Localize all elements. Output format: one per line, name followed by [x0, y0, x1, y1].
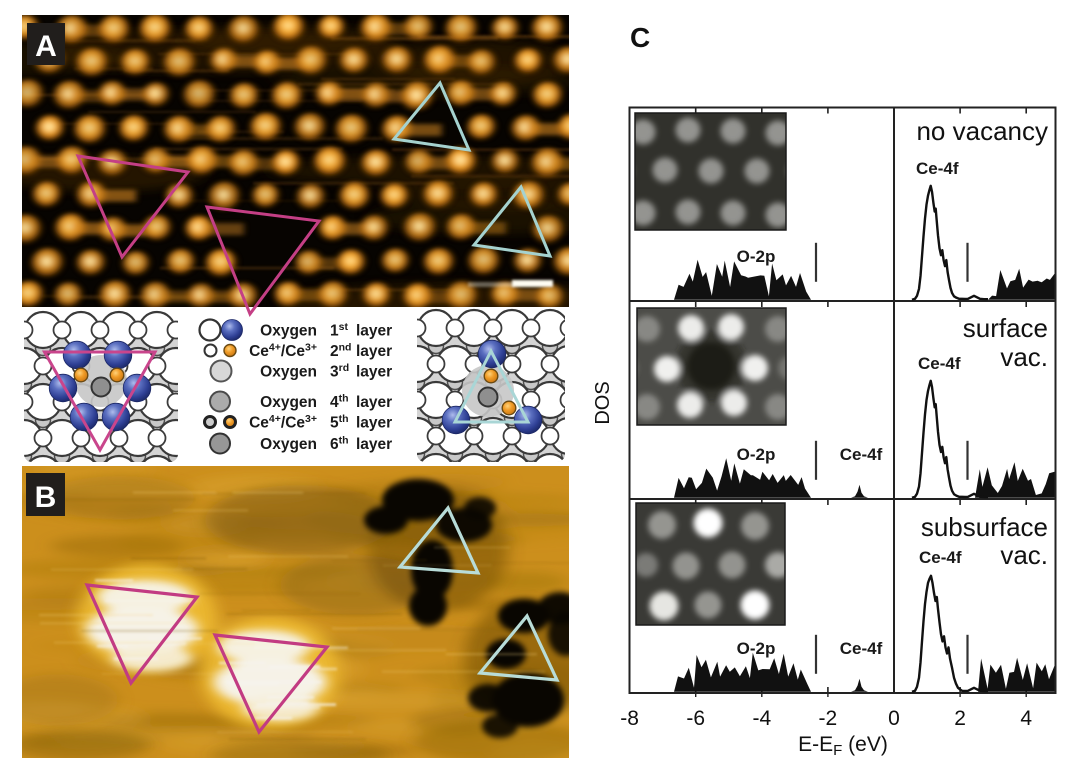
svg-text:vac.: vac. — [1000, 540, 1048, 570]
svg-text:B: B — [35, 481, 57, 514]
svg-text:-2: -2 — [819, 707, 838, 730]
svg-text:DOS: DOS — [592, 381, 614, 424]
svg-text:Oxygen: Oxygen — [260, 394, 317, 411]
svg-text:Ce4+/Ce3+: Ce4+/Ce3+ — [249, 413, 317, 432]
svg-text:layer: layer — [356, 436, 392, 453]
svg-text:1st: 1st — [330, 321, 348, 340]
svg-text:O-2p: O-2p — [737, 639, 776, 658]
svg-text:surface: surface — [963, 313, 1048, 343]
svg-text:layer: layer — [356, 343, 392, 360]
svg-text:layer: layer — [356, 364, 392, 381]
svg-text:2nd: 2nd — [330, 342, 351, 361]
svg-text:layer: layer — [356, 323, 392, 340]
svg-text:4th: 4th — [330, 393, 349, 412]
svg-text:layer: layer — [356, 394, 392, 411]
svg-text:Ce-4f: Ce-4f — [840, 639, 883, 658]
svg-text:Ce-4f: Ce-4f — [840, 445, 883, 464]
svg-text:Ce-4f: Ce-4f — [916, 159, 959, 178]
svg-text:5th: 5th — [330, 413, 349, 432]
svg-text:C: C — [630, 22, 650, 53]
svg-text:O-2p: O-2p — [737, 247, 776, 266]
svg-text:0: 0 — [888, 707, 900, 730]
svg-text:-6: -6 — [686, 707, 705, 730]
svg-text:no vacancy: no vacancy — [916, 116, 1048, 146]
svg-text:layer: layer — [356, 415, 392, 432]
svg-text:Ce-4f: Ce-4f — [919, 548, 962, 567]
svg-text:A: A — [35, 30, 57, 63]
svg-text:-4: -4 — [752, 707, 771, 730]
svg-text:Ce4+/Ce3+: Ce4+/Ce3+ — [249, 342, 317, 361]
svg-text:O-2p: O-2p — [737, 445, 776, 464]
svg-text:-8: -8 — [620, 707, 639, 730]
svg-text:2: 2 — [954, 707, 966, 730]
svg-text:3rd: 3rd — [330, 362, 349, 381]
svg-text:Oxygen: Oxygen — [260, 323, 317, 340]
svg-text:Oxygen: Oxygen — [260, 364, 317, 381]
svg-text:subsurface: subsurface — [921, 512, 1048, 542]
svg-text:E-EF (eV): E-EF (eV) — [798, 733, 888, 759]
svg-text:Oxygen: Oxygen — [260, 436, 317, 453]
svg-text:vac.: vac. — [1000, 342, 1048, 372]
svg-text:4: 4 — [1020, 707, 1032, 730]
svg-text:6th: 6th — [330, 435, 349, 454]
svg-text:Ce-4f: Ce-4f — [918, 354, 961, 373]
